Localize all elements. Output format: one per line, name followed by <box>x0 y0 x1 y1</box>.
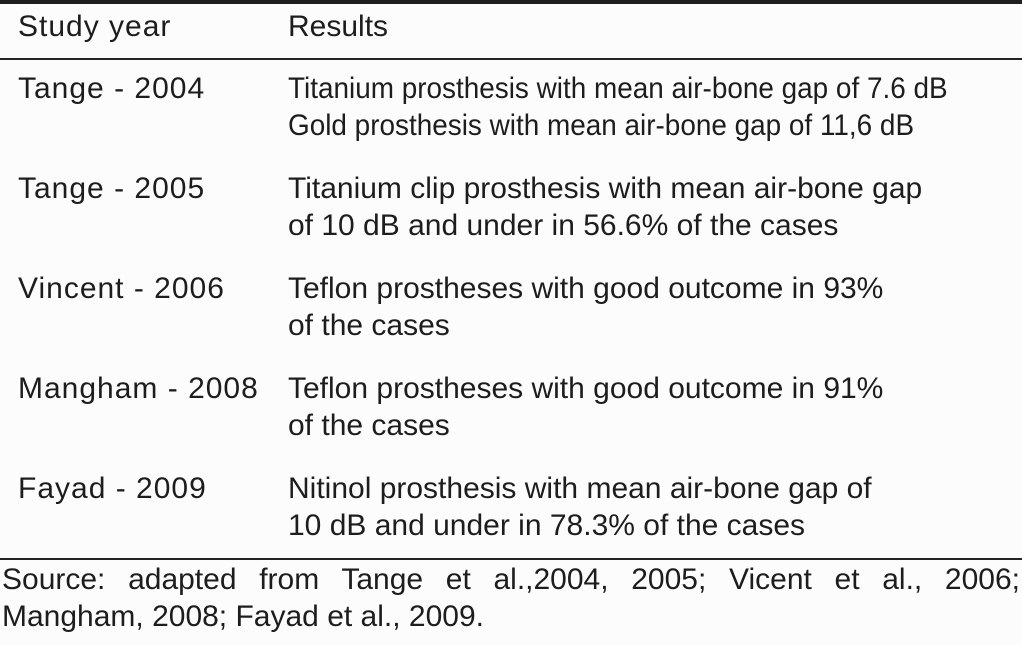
table-row-mangham-2008: Mangham - 2008 Teflon prostheses with go… <box>0 370 1022 444</box>
results-cell: Teflon prostheses with good outcome in 9… <box>288 270 1022 344</box>
source-divider <box>0 558 1022 560</box>
result-line: Teflon prostheses with good outcome in 9… <box>288 372 884 405</box>
results-cell: Titanium clip prosthesis with mean air-b… <box>288 170 1022 244</box>
result-line: 10 dB and under in 78.3% of the cases <box>288 509 806 542</box>
table-body: Tange - 2004 Titanium prosthesis with me… <box>0 60 1022 558</box>
results-cell: Nitinol prosthesis with mean air-bone ga… <box>288 470 1022 544</box>
result-line: Titanium prosthesis with mean air-bone g… <box>288 72 948 105</box>
result-line: Teflon prostheses with good outcome in 9… <box>288 272 884 305</box>
result-line: of the cases <box>288 309 450 342</box>
result-line: Nitinol prosthesis with mean air-bone ga… <box>288 472 872 505</box>
table-header-row: Study year Results <box>0 4 1022 58</box>
source-line: Mangham, 2008; Fayad et al., 2009. <box>2 600 484 633</box>
source-line: Source: adapted from Tange et al.,2004, … <box>2 563 1020 596</box>
study-year-cell: Vincent - 2006 <box>18 272 225 305</box>
column-header-study-year: Study year <box>18 10 172 43</box>
result-line: Gold prosthesis with mean air-bone gap o… <box>288 109 915 142</box>
results-cell: Teflon prostheses with good outcome in 9… <box>288 370 1022 444</box>
table-row-vincent-2006: Vincent - 2006 Teflon prostheses with go… <box>0 270 1022 344</box>
study-year-cell: Mangham - 2008 <box>18 372 259 405</box>
table-top-border <box>0 0 1022 4</box>
study-year-cell: Tange - 2004 <box>18 72 206 105</box>
column-header-results: Results <box>288 10 389 43</box>
result-line: of the cases <box>288 409 450 442</box>
study-year-cell: Fayad - 2009 <box>18 472 207 505</box>
result-line: Titanium clip prosthesis with mean air-b… <box>288 172 923 205</box>
result-line: of 10 dB and under in 56.6% of the cases <box>288 209 839 242</box>
table-row-tange-2004: Tange - 2004 Titanium prosthesis with me… <box>0 70 1022 144</box>
study-year-cell: Tange - 2005 <box>18 172 206 205</box>
table-row-tange-2005: Tange - 2005 Titanium clip prosthesis wi… <box>0 170 1022 244</box>
source-note: Source: adapted from Tange et al.,2004, … <box>0 560 1022 635</box>
table-row-fayad-2009: Fayad - 2009 Nitinol prosthesis with mea… <box>0 470 1022 544</box>
header-divider <box>0 58 1022 60</box>
results-cell: Titanium prosthesis with mean air-bone g… <box>288 70 1022 144</box>
